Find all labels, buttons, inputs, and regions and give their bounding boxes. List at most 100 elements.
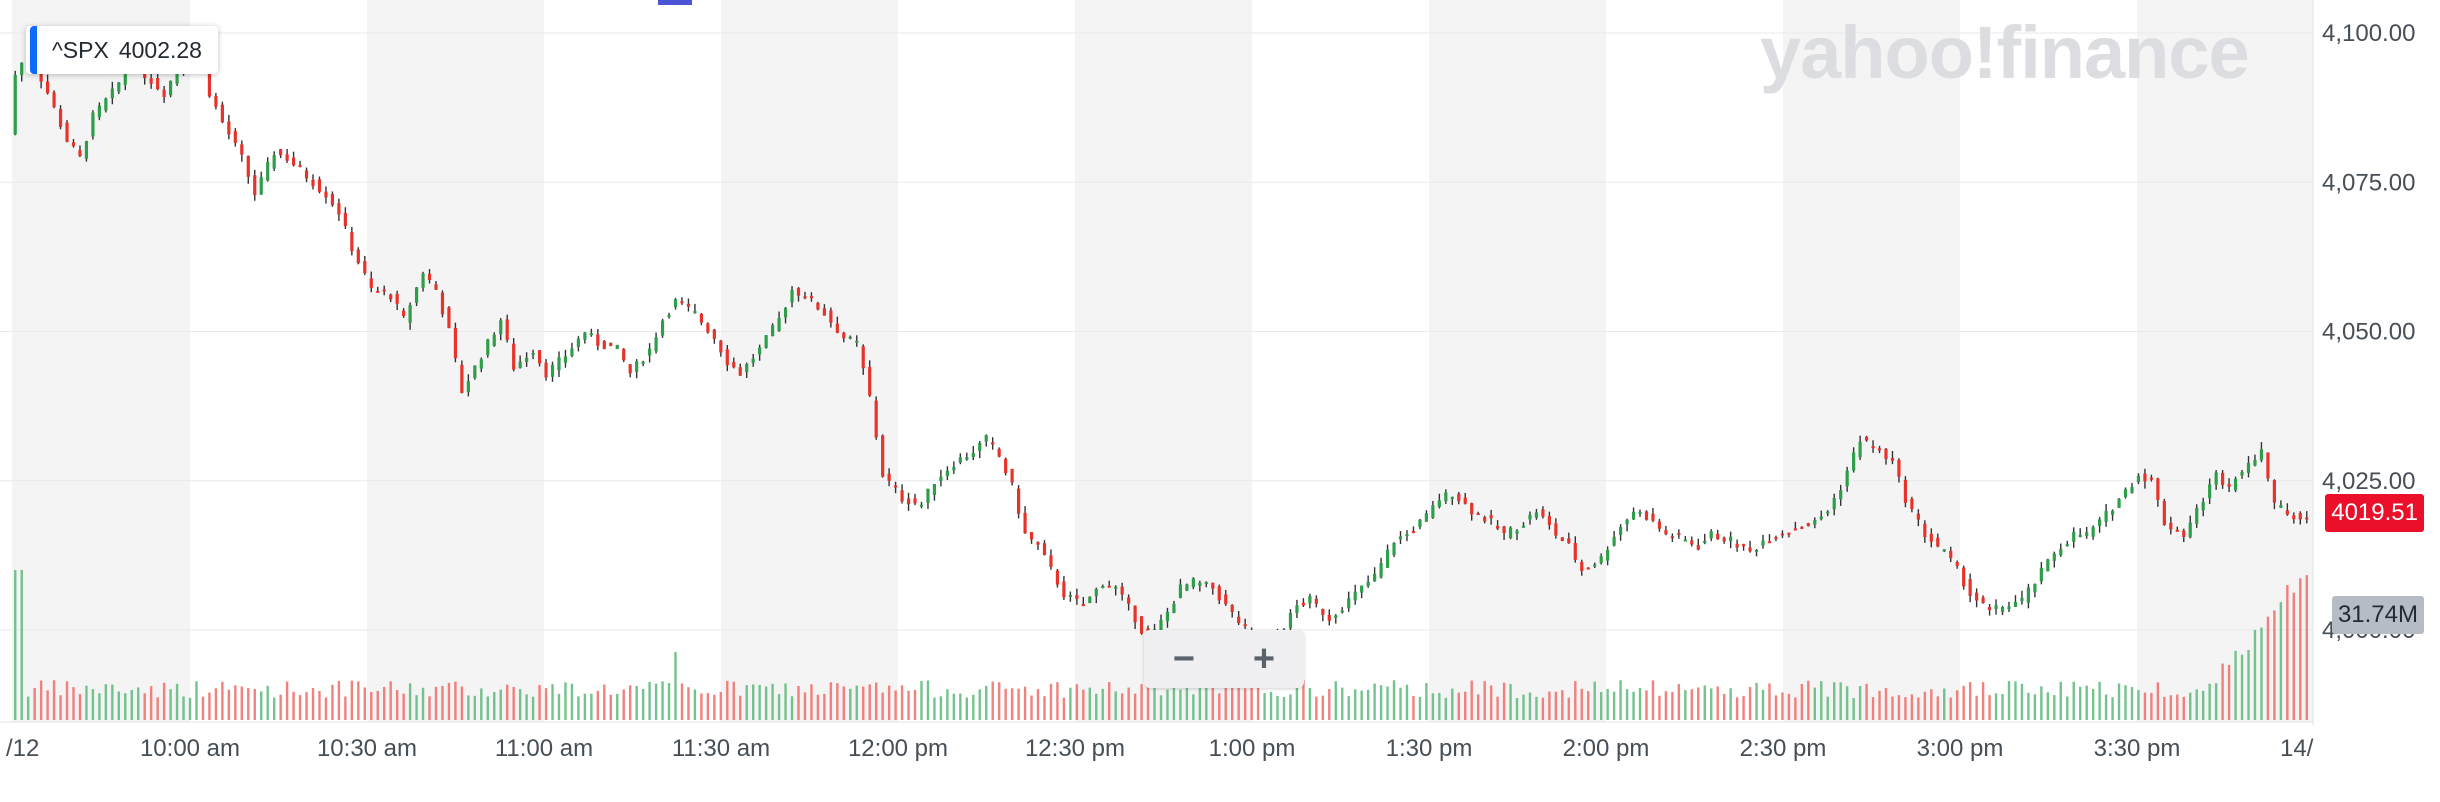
volume-bar — [1561, 690, 1564, 720]
volume-bar — [162, 682, 166, 720]
candle-body — [1981, 597, 1985, 603]
x-tick-label: 3:00 pm — [1917, 735, 2004, 762]
volume-bar — [907, 690, 910, 720]
candle-body — [1288, 612, 1293, 629]
candle-body — [809, 296, 814, 299]
candle-body — [1172, 603, 1176, 614]
candle-body — [1754, 549, 1759, 552]
volume-bar — [1748, 687, 1752, 720]
candle-body — [2117, 498, 2121, 508]
volume-bar — [2292, 592, 2296, 720]
candle-body — [1832, 497, 1836, 510]
candle-body — [2039, 567, 2043, 582]
candle-body — [1962, 567, 1966, 587]
volume-bar — [1768, 683, 1771, 720]
zoom-out-icon[interactable]: − — [1172, 638, 1196, 680]
volume-bar — [1664, 691, 1668, 720]
candle-body — [246, 156, 250, 177]
volume-bar — [1470, 680, 1473, 720]
zoom-in-icon[interactable]: + — [1252, 638, 1276, 680]
y-tick-label: 4,025.00 — [2322, 468, 2415, 495]
volume-bar — [557, 693, 561, 720]
candle-body — [803, 296, 807, 299]
x-tick-label: 12:30 pm — [1025, 735, 1125, 762]
volume-bar — [1211, 681, 1214, 720]
candle-body — [557, 357, 561, 371]
volume-bar — [1981, 682, 1985, 720]
candle-body — [1541, 509, 1545, 517]
candle-body — [1942, 549, 1946, 552]
x-tick-label: 11:30 am — [672, 735, 770, 762]
volume-bar — [777, 694, 781, 720]
time-band — [1429, 0, 1606, 722]
volume-bar — [1101, 688, 1104, 720]
volume-bar — [603, 684, 606, 720]
candle-body — [997, 448, 1001, 457]
range-selection-marker[interactable] — [658, 0, 692, 5]
candle-body — [1819, 516, 1823, 520]
candle-body — [499, 320, 503, 335]
candle-body — [350, 232, 354, 252]
candle-body — [1664, 530, 1668, 535]
candle-body — [1599, 556, 1603, 563]
volume-bar — [1697, 687, 1700, 720]
candle-body — [1165, 611, 1170, 622]
volume-bar — [1858, 686, 1862, 720]
candle-body — [719, 340, 723, 353]
volume-bar — [2214, 683, 2218, 720]
candle-body — [291, 157, 296, 166]
volume-bar — [952, 693, 956, 720]
candle-body — [1204, 582, 1208, 585]
candle-body — [1431, 505, 1435, 518]
candle-body — [1619, 526, 1623, 535]
volume-bar — [719, 692, 723, 720]
candle-body — [110, 88, 114, 99]
volume-bar — [1036, 689, 1040, 720]
candle-body — [1528, 514, 1532, 520]
candle-body — [1534, 512, 1539, 518]
volume-bar — [1476, 694, 1480, 720]
volume-bar — [2227, 664, 2231, 720]
volume-bar — [1269, 691, 1273, 720]
volume-bar — [1114, 691, 1117, 720]
candle-body — [240, 144, 244, 155]
time-band — [1075, 0, 1252, 722]
candle-body — [1975, 592, 1979, 601]
volume-bar — [1994, 693, 1998, 720]
volume-bar — [169, 689, 172, 720]
candle-body — [2156, 478, 2160, 500]
candle-body — [783, 307, 788, 318]
volume-bar — [596, 690, 600, 720]
candle-body — [1127, 597, 1131, 604]
volume-bar — [2143, 692, 2147, 720]
x-tick-label: 1:00 pm — [1209, 735, 1296, 762]
candle-body — [2130, 486, 2134, 493]
candle-body — [421, 273, 425, 288]
volume-bar — [2111, 697, 2114, 720]
volume-bar — [2201, 690, 2205, 720]
candle-body — [667, 315, 671, 318]
candle-body — [984, 435, 988, 442]
volume-bar — [1464, 691, 1467, 720]
volume-bar — [1528, 692, 1532, 720]
volume-bar — [1120, 693, 1124, 720]
candle-body — [1890, 457, 1895, 461]
volume-bar — [2130, 687, 2134, 720]
candle-body — [479, 359, 483, 369]
volume-bar — [1710, 688, 1713, 720]
volume-bar — [803, 692, 807, 720]
volume-bar — [1256, 683, 1260, 720]
candle-body — [78, 150, 82, 157]
volume-bar — [1826, 696, 1829, 720]
x-tick-label: 1:30 pm — [1386, 735, 1473, 762]
volume-bar — [816, 694, 820, 720]
volume-bar — [887, 685, 891, 720]
volume-bar — [441, 685, 444, 720]
volume-bar — [111, 684, 114, 720]
volume-bar — [784, 683, 787, 720]
candle-body — [945, 470, 949, 477]
candle-body — [978, 442, 982, 452]
volume-bar — [829, 682, 833, 720]
volume-bar — [46, 690, 49, 720]
